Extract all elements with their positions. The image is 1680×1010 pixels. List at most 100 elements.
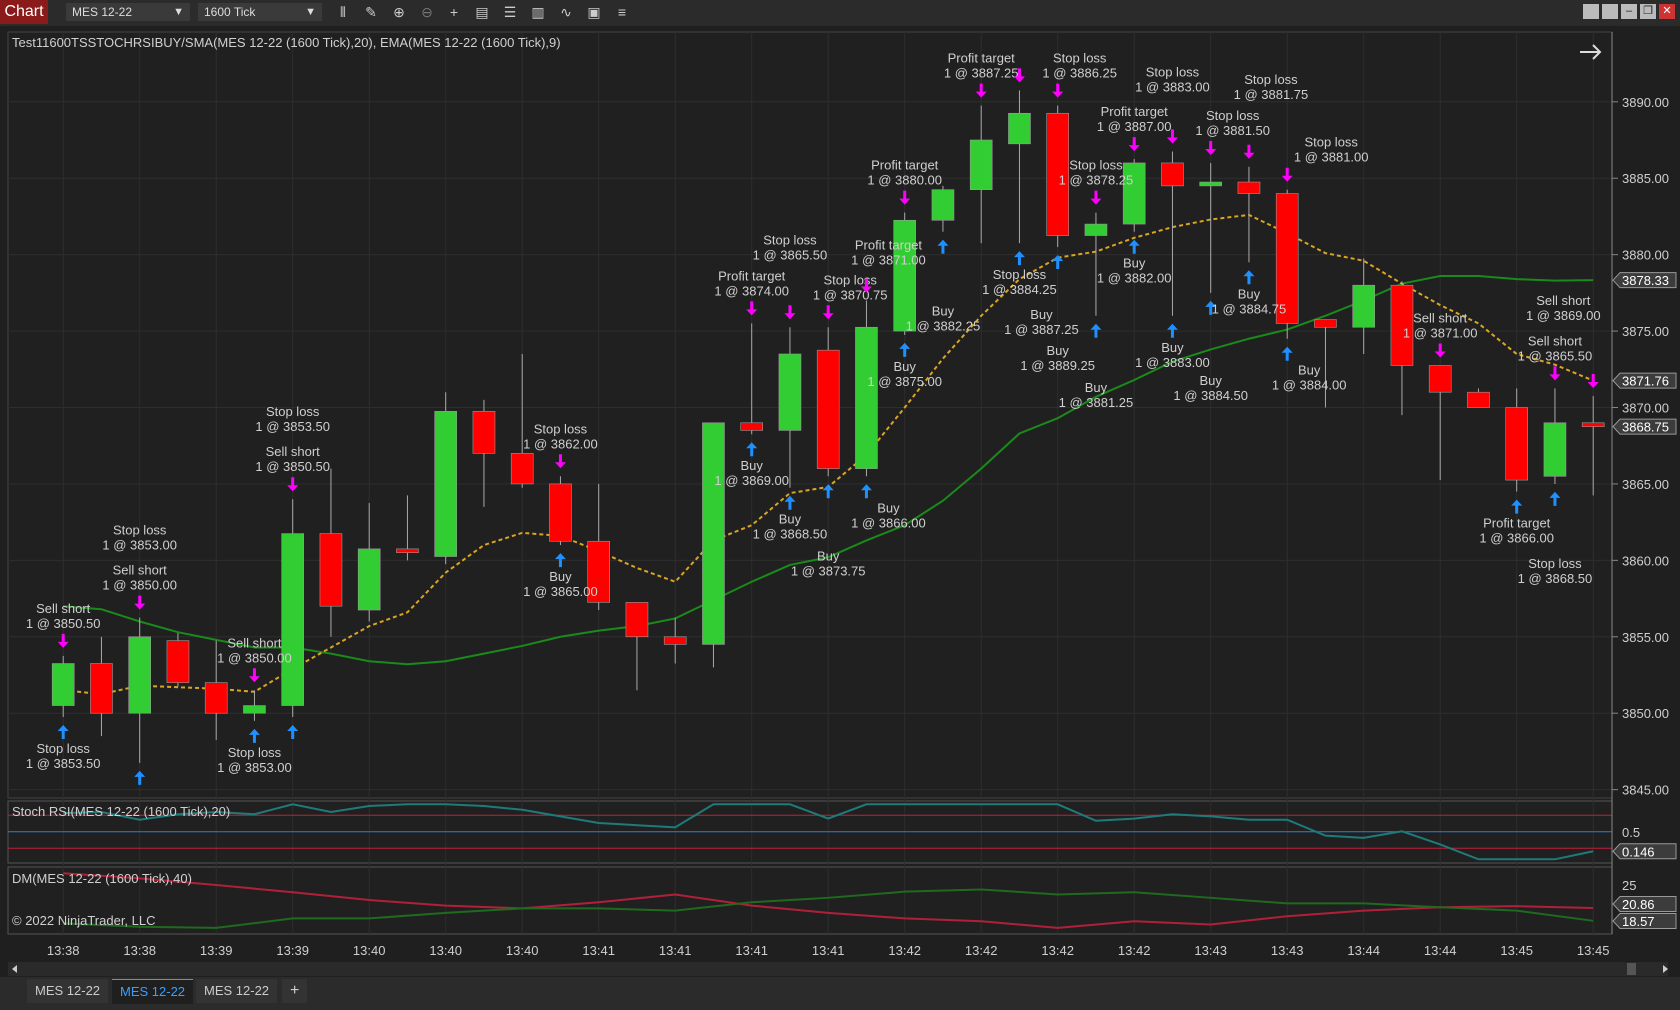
tab-mes-12-22-3[interactable]: MES 12-22 [196, 979, 278, 1003]
pencil-icon[interactable]: ✎ [365, 4, 377, 20]
dm-title: DM(MES 12-22 (1600 Tick),40) [12, 871, 192, 886]
scroll-to-end-arrow-icon[interactable] [1580, 44, 1602, 60]
indicators-icon[interactable]: ▥ [531, 4, 545, 20]
stoch-value-marker-box [1612, 843, 1677, 860]
candle-down [1505, 407, 1528, 481]
candle-down [1046, 112, 1069, 236]
dm-minus-value-marker-box [1612, 896, 1677, 912]
candle-down [1428, 365, 1452, 393]
trade-fill: 1 @ 3882.00 [1097, 271, 1172, 286]
trade-label: Buy [817, 548, 840, 563]
candle-down [472, 411, 496, 454]
candle-down [510, 453, 534, 485]
bar-type-icon[interactable]: ⫴ [340, 4, 346, 20]
candle-up [1199, 181, 1222, 187]
trade-label: Sell short [36, 601, 91, 616]
sell-arrow-icon [1281, 167, 1293, 182]
buy-arrow-icon [57, 725, 69, 740]
trade-label: Stop loss [1304, 135, 1358, 150]
candle-down [1237, 181, 1261, 194]
trade-label: Stop loss [1053, 51, 1107, 66]
scroll-right-icon[interactable] [1663, 965, 1668, 973]
trade-label: Buy [1238, 286, 1261, 301]
sma-value-marker: 3878.33 [1622, 273, 1669, 288]
candle-up [281, 533, 305, 706]
tab-mes-12-22-2[interactable]: MES 12-22 [112, 979, 194, 1004]
sma-line [63, 275, 1594, 666]
trade-fill: 1 @ 3850.50 [255, 459, 330, 474]
last-price-marker-box [1612, 418, 1677, 435]
chart-menu-button[interactable]: Chart [0, 0, 48, 24]
drawing-tools-icon[interactable]: ∿ [560, 4, 572, 20]
price-panel [7, 31, 1613, 799]
time-label: 13:40 [506, 943, 539, 958]
scrollbar-thumb[interactable] [1627, 963, 1636, 975]
sell-arrow-icon [1090, 190, 1102, 205]
sell-arrow-icon [975, 83, 987, 98]
buy-arrow-icon [1052, 255, 1064, 270]
strategies-icon[interactable]: ☰ [503, 4, 517, 20]
candle-up [969, 139, 993, 190]
zoom-out-icon[interactable]: ⊖ [421, 4, 433, 20]
restore-icon[interactable] [1583, 4, 1599, 19]
data-box-icon[interactable]: ▤ [475, 4, 489, 20]
zoom-in-icon[interactable]: ⊕ [393, 4, 405, 20]
trade-label: Buy [740, 458, 763, 473]
trade-label: Buy [549, 569, 572, 584]
trade-fill: 1 @ 3889.25 [1020, 358, 1095, 373]
candle-down [549, 483, 572, 542]
candle-down [587, 540, 611, 603]
candle-up [893, 219, 917, 332]
object-list-icon[interactable]: ≡ [617, 4, 627, 20]
trade-fill: 1 @ 3865.50 [753, 247, 828, 262]
trade-label: Sell short [1536, 293, 1591, 308]
close-icon[interactable]: ✕ [1659, 4, 1675, 19]
horizontal-scrollbar[interactable] [8, 962, 1668, 976]
buy-arrow-icon [784, 495, 796, 510]
buy-arrow-icon [746, 442, 758, 457]
price-tick-label: 3885.00 [1622, 171, 1669, 186]
sell-arrow-icon [1587, 374, 1599, 389]
crosshair-icon[interactable]: + [449, 4, 459, 20]
candle-down [625, 602, 649, 638]
trade-fill: 1 @ 3884.25 [982, 282, 1057, 297]
sell-arrow-icon [1052, 83, 1064, 98]
trade-label: Stop loss [1528, 556, 1582, 571]
sell-arrow-icon [554, 454, 566, 469]
candle-up [434, 411, 458, 557]
interval-selector[interactable]: 1600 Tick ▼ [198, 3, 322, 21]
scroll-left-icon[interactable] [12, 965, 17, 973]
maximize-icon[interactable]: ❐ [1640, 4, 1656, 19]
chart-trader-icon[interactable]: ▣ [587, 4, 601, 20]
trade-label: Stop loss [1146, 64, 1200, 79]
candle-down [1581, 422, 1605, 427]
add-tab-button[interactable]: + [282, 979, 308, 1003]
trade-fill: 1 @ 3853.50 [26, 756, 101, 771]
candle-up [1008, 112, 1031, 145]
candle-down [1275, 193, 1299, 324]
candle-down [1314, 319, 1337, 328]
price-tick-label: 3880.00 [1622, 248, 1669, 263]
trade-fill: 1 @ 3850.00 [217, 650, 292, 665]
sell-arrow-icon [134, 595, 146, 610]
ema-value-marker: 3871.76 [1622, 374, 1669, 389]
time-label: 13:41 [735, 943, 768, 958]
buy-arrow-icon [1243, 270, 1255, 285]
tab-mes-12-22-1[interactable]: MES 12-22 [27, 979, 109, 1003]
trade-label: Stop loss [823, 272, 877, 287]
trade-fill: 1 @ 3850.50 [26, 616, 101, 631]
tile-icon[interactable] [1602, 4, 1618, 19]
candle-up [1122, 162, 1146, 225]
trade-fill: 1 @ 3869.00 [1526, 308, 1601, 323]
trade-fill: 1 @ 3887.25 [944, 66, 1019, 81]
buy-arrow-icon [1511, 499, 1523, 514]
buy-arrow-icon [1205, 300, 1217, 315]
candle-up [778, 353, 802, 431]
buy-arrow-icon [1013, 251, 1025, 266]
time-label: 13:43 [1194, 943, 1227, 958]
trade-label: Buy [1199, 373, 1222, 388]
minimize-icon[interactable]: – [1621, 4, 1637, 19]
buy-arrow-icon [1090, 323, 1102, 338]
instrument-selector[interactable]: MES 12-22 ▼ [66, 3, 190, 21]
